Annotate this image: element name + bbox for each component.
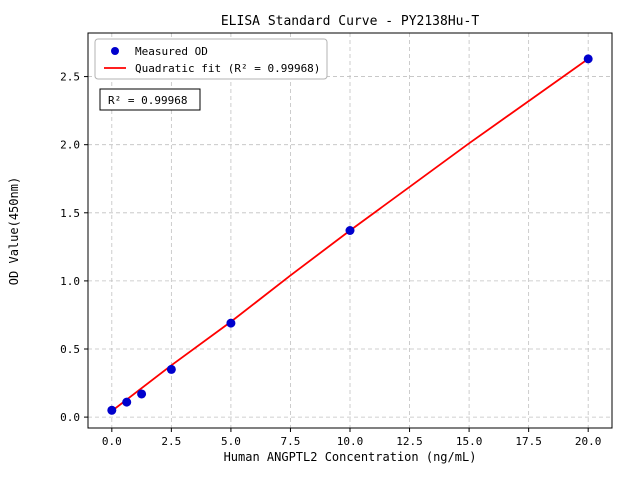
- r-squared-box: [99, 88, 201, 111]
- y-tick-label: 0.5: [60, 343, 80, 356]
- legend-marker-point: [111, 47, 119, 55]
- x-tick-label: 0.0: [102, 435, 122, 448]
- y-axis-label: OD Value(450nm): [7, 177, 21, 285]
- y-tick-label: 2.5: [60, 71, 80, 84]
- x-tick-label: 17.5: [515, 435, 542, 448]
- legend-label-measured-od: Measured OD: [135, 45, 208, 58]
- x-tick-label: 12.5: [396, 435, 423, 448]
- legend-box: [94, 38, 328, 80]
- legend-label-quadratic-fit: Quadratic fit (R² = 0.99968): [135, 62, 320, 75]
- x-tick-label: 10.0: [337, 435, 364, 448]
- scatter-point: [122, 397, 132, 407]
- x-tick-label: 2.5: [161, 435, 181, 448]
- x-axis-label: Human ANGPTL2 Concentration (ng/mL): [224, 450, 477, 464]
- x-tick-label: 7.5: [281, 435, 301, 448]
- y-tick-label: 1.0: [60, 275, 80, 288]
- scatter-point: [226, 318, 236, 328]
- scatter-point: [166, 364, 176, 374]
- plot-layer: 0.0 2.5 5.0 7.5 10.0 12.5 15.0 17.5 20.0 0.0 0.5 1.…: [60, 32, 613, 448]
- scatter-point: [137, 389, 147, 399]
- y-tick-label: 2.0: [60, 139, 80, 152]
- y-tick-label: 1.5: [60, 207, 80, 220]
- scatter-point: [583, 54, 593, 64]
- x-tick-label: 15.0: [456, 435, 483, 448]
- x-tick-label: 20.0: [575, 435, 602, 448]
- r-squared-text: R² = 0.99968: [108, 94, 187, 107]
- scatter-point: [345, 226, 355, 235]
- scatter-point: [107, 405, 117, 415]
- chart-title: ELISA Standard Curve - PY2138Hu-T: [221, 14, 479, 29]
- y-tick-label: 0.0: [60, 411, 80, 424]
- x-tick-label: 5.0: [221, 435, 241, 448]
